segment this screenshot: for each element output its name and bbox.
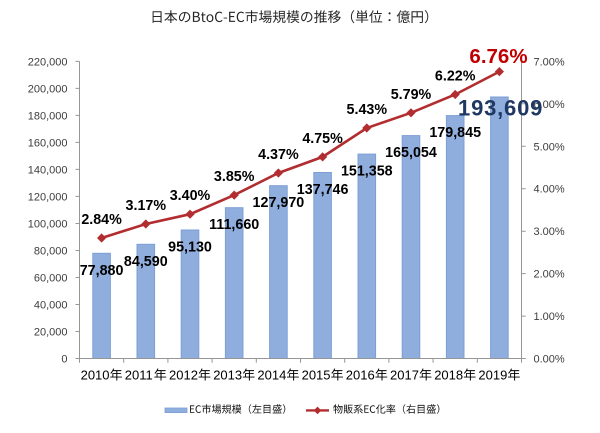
svg-text:200,000: 200,000 — [28, 83, 68, 95]
svg-text:127,970: 127,970 — [253, 195, 305, 211]
svg-text:84,590: 84,590 — [124, 254, 168, 270]
svg-text:2014: 2014 — [257, 368, 286, 383]
svg-text:180,000: 180,000 — [28, 110, 68, 122]
svg-text:2018: 2018 — [434, 368, 463, 383]
svg-text:5.79%: 5.79% — [391, 87, 432, 103]
svg-text:2.84%: 2.84% — [81, 212, 122, 228]
svg-text:6.22%: 6.22% — [435, 69, 476, 85]
svg-text:80,000: 80,000 — [34, 246, 68, 258]
svg-text:77,880: 77,880 — [80, 263, 124, 279]
svg-text:4.37%: 4.37% — [258, 147, 299, 163]
svg-text:2010: 2010 — [81, 368, 110, 383]
svg-text:2015: 2015 — [302, 368, 331, 383]
svg-text:100,000: 100,000 — [28, 219, 68, 231]
svg-text:3.85%: 3.85% — [214, 169, 255, 185]
svg-text:193,609: 193,609 — [458, 95, 543, 120]
svg-text:2011: 2011 — [125, 368, 153, 383]
svg-text:1.00%: 1.00% — [534, 311, 565, 323]
svg-text:6.00%: 6.00% — [534, 99, 565, 111]
svg-text:7.00%: 7.00% — [534, 56, 565, 68]
svg-text:4.75%: 4.75% — [302, 131, 343, 147]
svg-text:111,660: 111,660 — [209, 217, 259, 233]
svg-text:4.00%: 4.00% — [534, 184, 565, 196]
svg-text:165,054: 165,054 — [385, 145, 437, 161]
svg-text:2019: 2019 — [478, 368, 507, 383]
svg-text:5.43%: 5.43% — [347, 102, 388, 118]
svg-text:160,000: 160,000 — [28, 137, 68, 149]
svg-text:95,130: 95,130 — [168, 240, 212, 256]
svg-text:3.40%: 3.40% — [170, 188, 211, 204]
svg-text:20,000: 20,000 — [34, 327, 68, 339]
svg-text:220,000: 220,000 — [28, 56, 68, 68]
svg-text:2.00%: 2.00% — [534, 269, 565, 281]
svg-text:179,845: 179,845 — [429, 125, 481, 141]
svg-text:0.00%: 0.00% — [534, 354, 565, 366]
svg-text:5.00%: 5.00% — [534, 141, 565, 153]
svg-text:6.76%: 6.76% — [469, 45, 527, 68]
svg-text:151,358: 151,358 — [341, 164, 393, 180]
svg-text:0: 0 — [61, 354, 67, 366]
svg-text:137,746: 137,746 — [297, 182, 349, 198]
svg-text:140,000: 140,000 — [28, 164, 68, 176]
svg-text:3.17%: 3.17% — [126, 198, 167, 214]
svg-text:2017: 2017 — [390, 368, 419, 383]
svg-text:2013: 2013 — [213, 368, 242, 383]
svg-text:120,000: 120,000 — [28, 191, 68, 203]
svg-text:40,000: 40,000 — [34, 300, 68, 312]
svg-text:3.00%: 3.00% — [534, 226, 565, 238]
svg-text:2016: 2016 — [346, 368, 375, 383]
svg-text:60,000: 60,000 — [34, 273, 68, 285]
svg-text:2012: 2012 — [169, 368, 198, 383]
